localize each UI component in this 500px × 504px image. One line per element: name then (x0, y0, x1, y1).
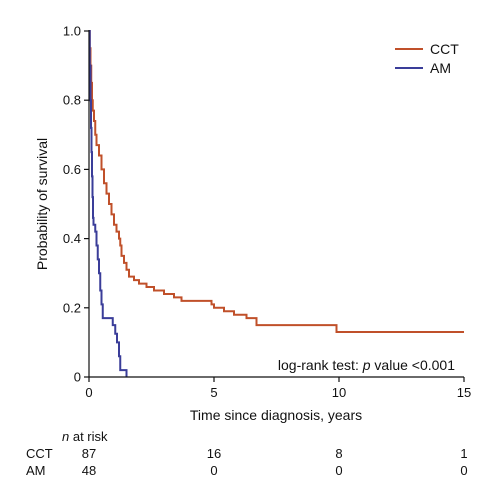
annotation-p: p (362, 357, 371, 373)
risk-value: 0 (335, 463, 342, 478)
x-tick-label: 10 (332, 385, 346, 400)
x-tick-label: 0 (85, 385, 92, 400)
axes: 0 0.2 0.4 0.6 0.8 1.0 0 5 10 15 (63, 24, 471, 401)
y-tick-label: 0 (74, 370, 81, 385)
y-tick-label: 0.6 (63, 162, 81, 177)
series-line-am (88, 30, 128, 377)
y-axis-title: Probability of survival (34, 138, 50, 270)
y-tick-label: 0.2 (63, 300, 81, 315)
y-tick-label: 1.0 (63, 24, 81, 39)
x-tick-label: 15 (457, 385, 471, 400)
risk-value: 0 (460, 463, 467, 478)
risk-table-title: n at risk (62, 429, 108, 444)
legend: CCT AM (395, 41, 459, 76)
x-axis-title: Time since diagnosis, years (190, 407, 362, 423)
annotation-prefix: log-rank test: (278, 357, 363, 373)
risk-value: 87 (82, 446, 96, 461)
annotation-suffix: value <0.001 (371, 357, 456, 373)
risk-title-n: n (62, 429, 69, 444)
plot-area (88, 30, 464, 377)
risk-title-rest: at risk (69, 429, 108, 444)
risk-value: 48 (82, 463, 96, 478)
legend-label-cct: CCT (430, 41, 459, 57)
risk-row-label: AM (26, 463, 46, 478)
series-line-cct (88, 30, 464, 334)
legend-label-am: AM (430, 60, 451, 76)
log-rank-annotation: log-rank test: p value <0.001 (278, 357, 455, 373)
risk-value: 8 (335, 446, 342, 461)
x-tick-label: 5 (210, 385, 217, 400)
risk-row-label: CCT (26, 446, 53, 461)
risk-value: 16 (207, 446, 221, 461)
risk-value: 1 (460, 446, 467, 461)
y-tick-label: 0.4 (63, 231, 81, 246)
y-tick-label: 0.8 (63, 93, 81, 108)
risk-value: 0 (210, 463, 217, 478)
risk-table: n at risk CCT 87 16 8 1 AM 48 0 0 0 (26, 429, 468, 478)
